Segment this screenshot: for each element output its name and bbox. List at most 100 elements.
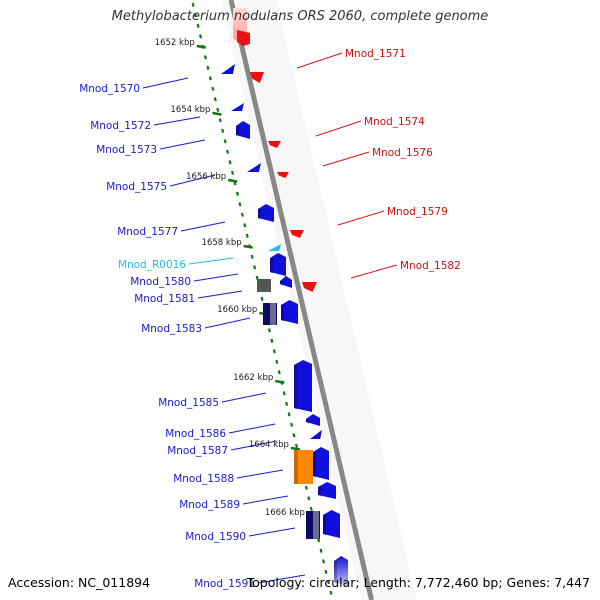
gene-label-mnod_1572[interactable]: Mnod_1572 [90, 120, 151, 132]
accession-text: Accession: NC_011894 [8, 575, 151, 590]
ruler-dot-left [235, 191, 239, 196]
gene-glyph-mnod_1581-shade [270, 257, 273, 274]
gene-glyph-unlabeled-shade [318, 486, 321, 497]
leader-line [315, 120, 362, 137]
gene-glyph-mnod_1590[interactable] [306, 511, 320, 539]
gene-label-mnod_1582[interactable]: Mnod_1582 [400, 260, 461, 272]
leader-line [180, 221, 226, 232]
gene-label-mnod_1586[interactable]: Mnod_1586 [165, 428, 226, 440]
gene-glyph-unlabeled[interactable] [318, 482, 336, 499]
gene-glyph-mnod_1585-shade [294, 364, 297, 410]
gene-glyph-unlabeled-shade [280, 280, 283, 286]
gene-glyph-mnod_1589-body [313, 447, 329, 480]
gene-glyph-unlabeled[interactable] [280, 276, 292, 288]
gene-glyph-mnod_1581-body [270, 253, 286, 276]
gene-label-mnod_1576[interactable]: Mnod_1576 [372, 147, 433, 159]
gene-label-mnod_1585[interactable]: Mnod_1585 [158, 397, 219, 409]
gene-glyph-unlabeled-shade [281, 304, 284, 322]
gene-glyph-mnod_1571[interactable] [250, 72, 264, 83]
gene-glyph-mnod_1579[interactable] [290, 230, 304, 238]
gene-glyph-mnod_1574[interactable] [268, 141, 281, 148]
gene-label-mnod_1577[interactable]: Mnod_1577 [117, 226, 178, 238]
ruler-tick-label: 1662 kbp [233, 373, 273, 383]
gene-label-mnod_1574[interactable]: Mnod_1574 [364, 116, 425, 128]
gene-glyph-unlabeled-body [318, 482, 336, 499]
leader-line [193, 273, 239, 282]
gene-label-mnod_1587[interactable]: Mnod_1587 [167, 445, 228, 457]
gene-glyph-mnod_1573[interactable] [236, 121, 250, 139]
gene-glyph-mnod_1576[interactable] [277, 172, 289, 178]
gene-glyph-mnod_1587[interactable] [310, 430, 322, 439]
leader-line [257, 574, 306, 584]
ruler-dot-left [196, 23, 200, 28]
ruler-tick-mark [243, 244, 253, 249]
gene-glyph-mnod_1583[interactable] [263, 303, 277, 325]
gene-glyph-unlabeled[interactable] [281, 300, 298, 324]
ruler-tick-mark [275, 379, 285, 384]
gene-label-mnod_1573[interactable]: Mnod_1573 [96, 144, 157, 156]
genome-band [221, 0, 417, 600]
gene-label-mnod_1581[interactable]: Mnod_1581 [134, 293, 195, 305]
leader-line [142, 77, 189, 89]
ruler-dot-left [304, 485, 308, 490]
leader-line [236, 469, 284, 479]
gene-label-mnod_1583[interactable]: Mnod_1583 [141, 323, 202, 335]
ruler-dot-left [226, 149, 230, 154]
ruler-dot-left [329, 590, 333, 595]
gene-glyph-mnod_1575[interactable] [247, 163, 261, 172]
gene-glyph-mnod_1586[interactable] [306, 414, 320, 426]
leader-line [197, 290, 243, 299]
gene-label-mnod_1590[interactable]: Mnod_1590 [185, 531, 246, 543]
ruler-dot-left [216, 107, 220, 112]
ruler-tick-label: 1666 kbp [265, 508, 305, 518]
ruler-dot-left [326, 580, 330, 585]
gene-label-mnod_1591[interactable]: Mnod_1591 [194, 578, 255, 590]
ruler-dot-left [194, 13, 198, 18]
gene-glyph-mnod_1589[interactable] [313, 447, 329, 480]
gene-glyph-mnod_1577[interactable] [258, 204, 274, 222]
ruler-dot-left [230, 170, 235, 175]
ruler-dot-left [238, 202, 242, 207]
gene-label-mnod_1580[interactable]: Mnod_1580 [130, 276, 191, 288]
leader-line [350, 264, 398, 279]
ruler-dot-left [270, 338, 274, 343]
ruler-dot-left [324, 569, 328, 574]
leader-line [337, 210, 385, 226]
gene-label-mnod_1570[interactable]: Mnod_1570 [79, 83, 140, 95]
gene-label-mnod_1588[interactable]: Mnod_1588 [173, 473, 234, 485]
gene-glyph-unlabeled-body [280, 276, 292, 288]
gene-label-mnod_1579[interactable]: Mnod_1579 [387, 206, 448, 218]
gene-glyph-mnod_1572[interactable] [231, 103, 244, 111]
gene-label-mnod_1571[interactable]: Mnod_1571 [345, 48, 406, 60]
gene-glyph-mnod_1586-body [306, 414, 320, 426]
ruler-tick-label: 1654 kbp [170, 105, 210, 115]
gene-label-mnod_1575[interactable]: Mnod_1575 [106, 181, 167, 193]
ruler-dot-left [292, 433, 296, 438]
gene-glyph-mnod_1570[interactable] [221, 64, 235, 74]
gene-glyph-mnod_1581[interactable] [270, 253, 286, 276]
gene-glyph-mnod_1588[interactable] [294, 450, 313, 484]
gene-glyph-mnod_1591[interactable] [334, 556, 348, 586]
ruler-dot-left [240, 212, 244, 217]
ruler-tick-label: 1660 kbp [217, 305, 257, 315]
gene-glyph-mnod_1577-body [258, 204, 274, 222]
gene-label-mnod_1589[interactable]: Mnod_1589 [179, 499, 240, 511]
gene-glyph-mnod_r0016[interactable] [268, 244, 281, 251]
gene-glyph-unlabeled[interactable] [323, 510, 340, 538]
gene-glyph-mnod_1580[interactable] [257, 279, 271, 292]
leader-line [228, 423, 276, 434]
gene-glyph-top-partial[interactable] [233, 8, 250, 46]
gene-glyph-mnod_1585[interactable] [294, 360, 312, 412]
ruler-dot-left [243, 223, 247, 228]
leader-line [169, 174, 216, 187]
page-title: Methylobacterium nodulans ORS 2060, comp… [111, 9, 489, 24]
ruler-tick-mark [212, 111, 222, 116]
gene-glyph-mnod_1582[interactable] [302, 282, 317, 292]
leader-line [221, 392, 267, 403]
gene-glyph-mnod_1591-shade [334, 560, 337, 584]
leader-line [296, 52, 343, 69]
gene-label-mnod_r0016[interactable]: Mnod_R0016 [118, 259, 186, 271]
ruler-dot-left [307, 496, 311, 501]
